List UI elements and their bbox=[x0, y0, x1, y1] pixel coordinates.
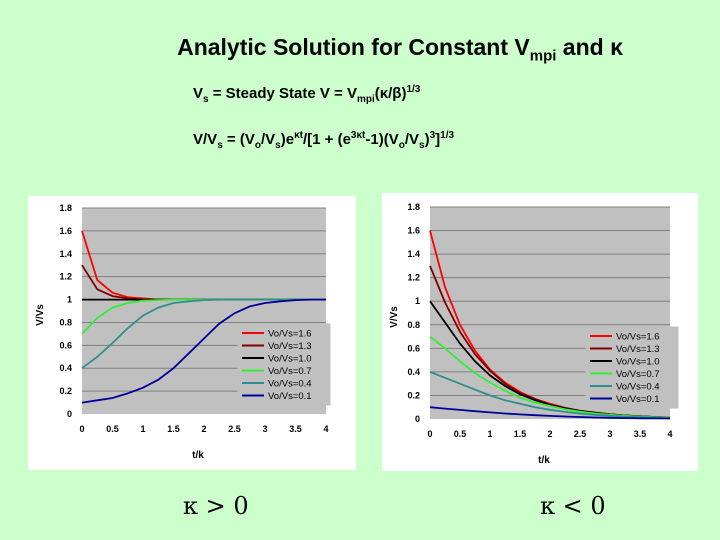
x-tick-label: 2.5 bbox=[228, 424, 241, 434]
x-tick-label: 2 bbox=[201, 424, 206, 434]
y-tick-label: 0.2 bbox=[59, 386, 72, 396]
x-tick-label: 1.5 bbox=[167, 424, 180, 434]
legend-label-0: Vo/Vs=1.6 bbox=[616, 332, 660, 343]
steady-state-equation: Vs = Steady State V = Vmpi(κ/β)1/3 bbox=[193, 84, 421, 105]
legend-label-1: Vo/Vs=1.3 bbox=[616, 344, 660, 355]
legend-label-0: Vo/Vs=1.6 bbox=[268, 329, 312, 340]
legend-label-5: Vo/Vs=0.1 bbox=[616, 394, 660, 405]
chart-kappa-positive: 0 0.2 0.4 0.6 0.8 1 1.2 1.4 1.6 1.8 0 0.5 1 1.5 2 2.5 3 3… bbox=[28, 196, 356, 470]
x-tick-label: 3.5 bbox=[634, 429, 647, 439]
series-line-5 bbox=[81, 298, 326, 404]
x-tick-label: 1 bbox=[487, 429, 492, 439]
y-tick-label: 1 bbox=[67, 295, 72, 305]
x-axis-title: t/k bbox=[192, 450, 204, 461]
y-tick-label: 0.6 bbox=[407, 343, 420, 353]
y-tick-label: 0.4 bbox=[59, 363, 72, 373]
y-tick-label: 1.8 bbox=[407, 202, 420, 212]
x-tick-label: 3.5 bbox=[289, 424, 302, 434]
series-line-5 bbox=[429, 406, 671, 420]
page-title: Analytic Solution for Constant Vmpi and … bbox=[177, 34, 623, 65]
y-tick-label: 0.6 bbox=[59, 340, 72, 350]
y-tick-label: 0 bbox=[67, 409, 72, 419]
x-tick-label: 3 bbox=[607, 429, 612, 439]
x-tick-label: 2.5 bbox=[574, 429, 587, 439]
y-tick-label: 1.2 bbox=[407, 273, 420, 283]
y-tick-label: 0.8 bbox=[59, 317, 72, 327]
x-tick-label: 0.5 bbox=[106, 424, 119, 434]
x-tick-label: 0 bbox=[427, 429, 432, 439]
legend-label-2: Vo/Vs=1.0 bbox=[616, 357, 660, 368]
y-tick-label: 0.8 bbox=[407, 320, 420, 330]
y-tick-label: 1.4 bbox=[407, 249, 420, 259]
legend-label-1: Vo/Vs=1.3 bbox=[268, 341, 312, 352]
x-axis-title: t/k bbox=[538, 455, 550, 466]
legend-label-3: Vo/Vs=0.7 bbox=[616, 369, 660, 380]
chart-left-svg: 0 0.2 0.4 0.6 0.8 1 1.2 1.4 1.6 1.8 0 0.5 1 1.5 2 2.5 3 3… bbox=[35, 203, 331, 461]
legend-label-2: Vo/Vs=1.0 bbox=[268, 354, 312, 365]
x-tick-label: 4 bbox=[667, 429, 672, 439]
legend-box bbox=[237, 323, 331, 406]
kappa-positive-label: κ > 0 bbox=[183, 492, 249, 520]
series-line-4 bbox=[429, 371, 671, 419]
chart-kappa-negative: 0 0.2 0.4 0.6 0.8 1 1.2 1.4 1.6 1.8 0 0.5 1 1.5 2 2.5 3 3… bbox=[382, 193, 698, 471]
x-tick-label: 2 bbox=[547, 429, 552, 439]
legend-label-3: Vo/Vs=0.7 bbox=[268, 366, 312, 377]
y-tick-label: 1.6 bbox=[59, 226, 72, 236]
x-tick-label: 0.5 bbox=[454, 429, 467, 439]
y-axis-title: V/Vs bbox=[35, 304, 46, 326]
x-tick-label: 1 bbox=[140, 424, 145, 434]
chart-right-svg: 0 0.2 0.4 0.6 0.8 1 1.2 1.4 1.6 1.8 0 0.5 1 1.5 2 2.5 3 3… bbox=[389, 202, 679, 466]
y-tick-label: 1.2 bbox=[59, 272, 72, 282]
legend-box bbox=[585, 326, 679, 409]
series-line-4 bbox=[81, 298, 326, 369]
y-tick-label: 0.4 bbox=[407, 367, 420, 377]
y-tick-label: 1.8 bbox=[59, 203, 72, 213]
x-tick-label: 1.5 bbox=[514, 429, 527, 439]
legend-label-4: Vo/Vs=0.4 bbox=[268, 379, 312, 390]
x-tick-label: 4 bbox=[323, 424, 328, 434]
solution-equation: V/Vs = (Vo/Vs)eκt/[1 + (e3κt-1)(Vo/Vs)3]… bbox=[193, 130, 455, 151]
legend-label-5: Vo/Vs=0.1 bbox=[268, 391, 312, 402]
y-tick-label: 1 bbox=[415, 296, 420, 306]
legend-label-4: Vo/Vs=0.4 bbox=[616, 382, 660, 393]
kappa-negative-label: κ < 0 bbox=[540, 492, 606, 520]
x-tick-label: 3 bbox=[262, 424, 267, 434]
y-axis-title: V/Vs bbox=[389, 306, 400, 328]
y-tick-label: 0.2 bbox=[407, 390, 420, 400]
y-tick-label: 0 bbox=[415, 414, 420, 424]
y-tick-label: 1.4 bbox=[59, 249, 72, 259]
x-tick-label: 0 bbox=[79, 424, 84, 434]
y-tick-label: 1.6 bbox=[407, 226, 420, 236]
